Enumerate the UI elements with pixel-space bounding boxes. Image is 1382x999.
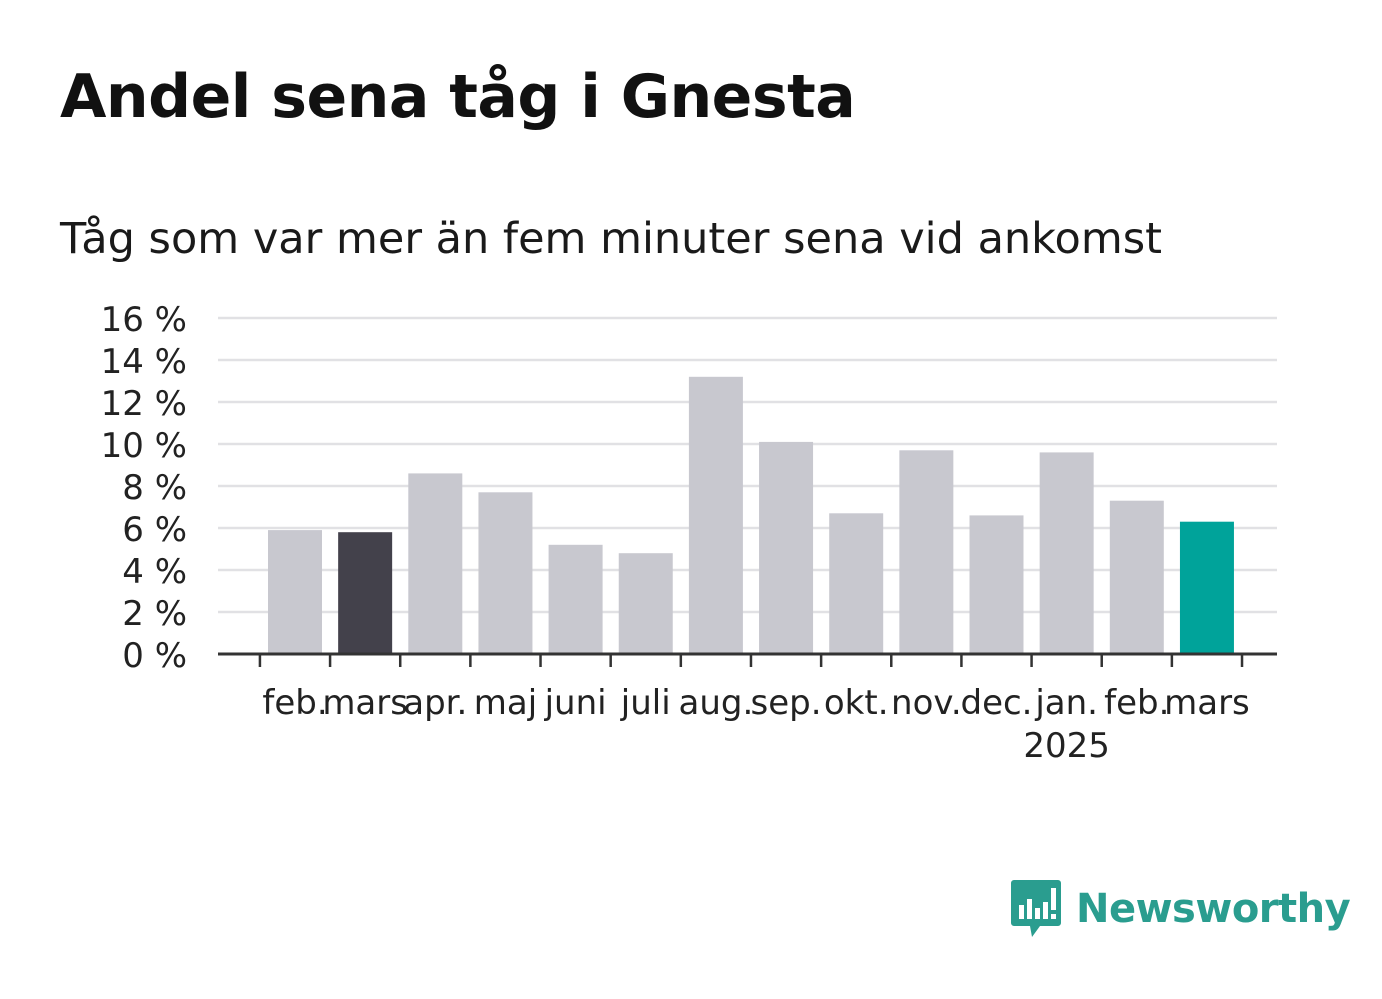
bar [478,492,533,654]
bar [969,515,1024,654]
y-tick-label: 8 % [122,468,187,508]
x-tick-label: dec. [960,683,1032,723]
x-tick-label: mars [322,683,408,723]
chart-subtitle: Tåg som var mer än fem minuter sena vid … [60,214,1163,264]
y-tick-label: 4 % [122,552,187,592]
bar [1179,521,1234,654]
bar [338,532,393,654]
y-tick-label: 2 % [122,594,187,634]
x-year-label: 2025 [1023,726,1110,766]
x-tick-label: jan. [1034,683,1098,723]
y-tick-label: 12 % [101,384,187,424]
x-tick-label: juni [544,683,607,723]
chart-title: Andel sena tåg i Gnesta [60,62,856,132]
x-axis [218,652,1277,667]
bar [408,473,463,654]
y-axis-labels: 0 %2 %4 %6 %8 %10 %12 %14 %16 % [101,300,187,676]
y-tick-label: 10 % [101,426,187,466]
x-tick-label: mars [1164,683,1250,723]
gridlines [218,316,1277,614]
x-tick-label: juli [620,683,671,723]
x-tick-label: sep. [751,683,822,723]
bar [1039,452,1094,654]
y-tick-label: 0 % [122,636,187,676]
bar [829,513,884,654]
brand-logo: Newsworthy [1010,876,1351,942]
bar [759,441,814,654]
bar [268,530,322,654]
y-tick-label: 16 % [101,300,187,340]
chat-bar-chart-icon [1011,880,1061,937]
y-tick-label: 6 % [122,510,187,550]
bar [899,450,954,654]
x-tick-label: okt. [824,683,889,723]
x-tick-label: maj [474,683,537,723]
bars [268,376,1234,654]
brand-name: Newsworthy [1076,886,1351,932]
x-tick-label: nov. [891,683,962,723]
bar [618,553,673,654]
bar [1109,500,1164,654]
x-tick-label: aug. [679,683,754,723]
x-tick-label: feb. [262,683,327,723]
x-tick-label: feb. [1104,683,1169,723]
y-tick-label: 14 % [101,342,187,382]
bar [548,544,603,654]
bar [688,376,743,654]
x-tick-label: apr. [403,683,467,723]
